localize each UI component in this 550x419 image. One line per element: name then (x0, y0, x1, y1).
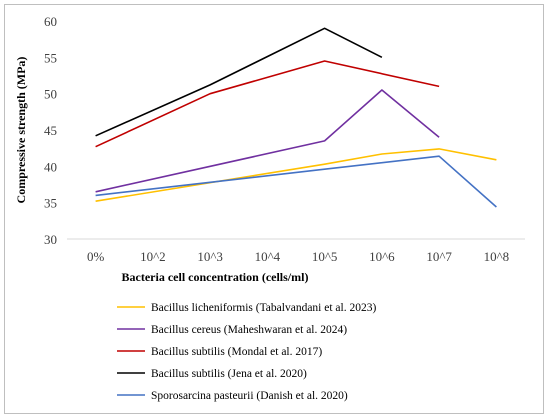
y-tick-label: 45 (44, 123, 57, 138)
x-tick-label: 10^2 (140, 249, 166, 264)
y-tick-label: 60 (44, 14, 57, 29)
x-axis-title: Bacteria cell concentration (cells/ml) (122, 270, 309, 284)
x-tick-label: 0% (87, 249, 105, 264)
series-line (95, 60, 440, 148)
series-line (95, 148, 497, 202)
x-tick-label: 10^4 (255, 249, 281, 264)
y-tick-label: 40 (44, 159, 57, 174)
legend-label: Bacillus licheniformis (Tabalvandani et … (151, 302, 376, 314)
series-line (95, 89, 440, 193)
y-tick-label: 50 (44, 87, 57, 102)
y-tick-labels: 30 35 40 45 50 55 60 (44, 14, 57, 247)
x-tick-label: 10^8 (484, 249, 510, 264)
line-chart: 30 35 40 45 50 55 60 0% 10^2 10^3 10^4 10^5 10^6 10^… (14, 14, 525, 402)
series-lines (95, 27, 497, 208)
x-tick-label: 10^6 (369, 249, 395, 264)
legend-label: Bacillus subtilis (Mondal et al. 2017) (151, 346, 322, 358)
legend-label: Bacillus subtilis (Jena et al. 2020) (151, 368, 307, 380)
legend-label: Bacillus cereus (Maheshwaran et al. 2024… (151, 324, 347, 336)
legend: Bacillus licheniformis (Tabalvandani et … (117, 302, 376, 402)
x-tick-labels: 0% 10^2 10^3 10^4 10^5 10^6 10^7 10^8 (87, 249, 509, 264)
x-tick-label: 10^7 (426, 249, 452, 264)
y-tick-label: 55 (44, 50, 57, 65)
series-line (95, 155, 497, 208)
y-tick-label: 30 (44, 232, 57, 247)
y-axis-title: Compressive strength (MPa) (14, 57, 28, 204)
x-tick-label: 10^3 (197, 249, 223, 264)
y-tick-label: 35 (44, 196, 57, 211)
x-tick-label: 10^5 (312, 249, 338, 264)
series-line (95, 27, 383, 137)
legend-label: Sporosarcina pasteurii (Danish et al. 20… (151, 390, 348, 402)
chart-frame: 30 35 40 45 50 55 60 0% 10^2 10^3 10^4 10^5 10^6 10^… (4, 4, 544, 414)
